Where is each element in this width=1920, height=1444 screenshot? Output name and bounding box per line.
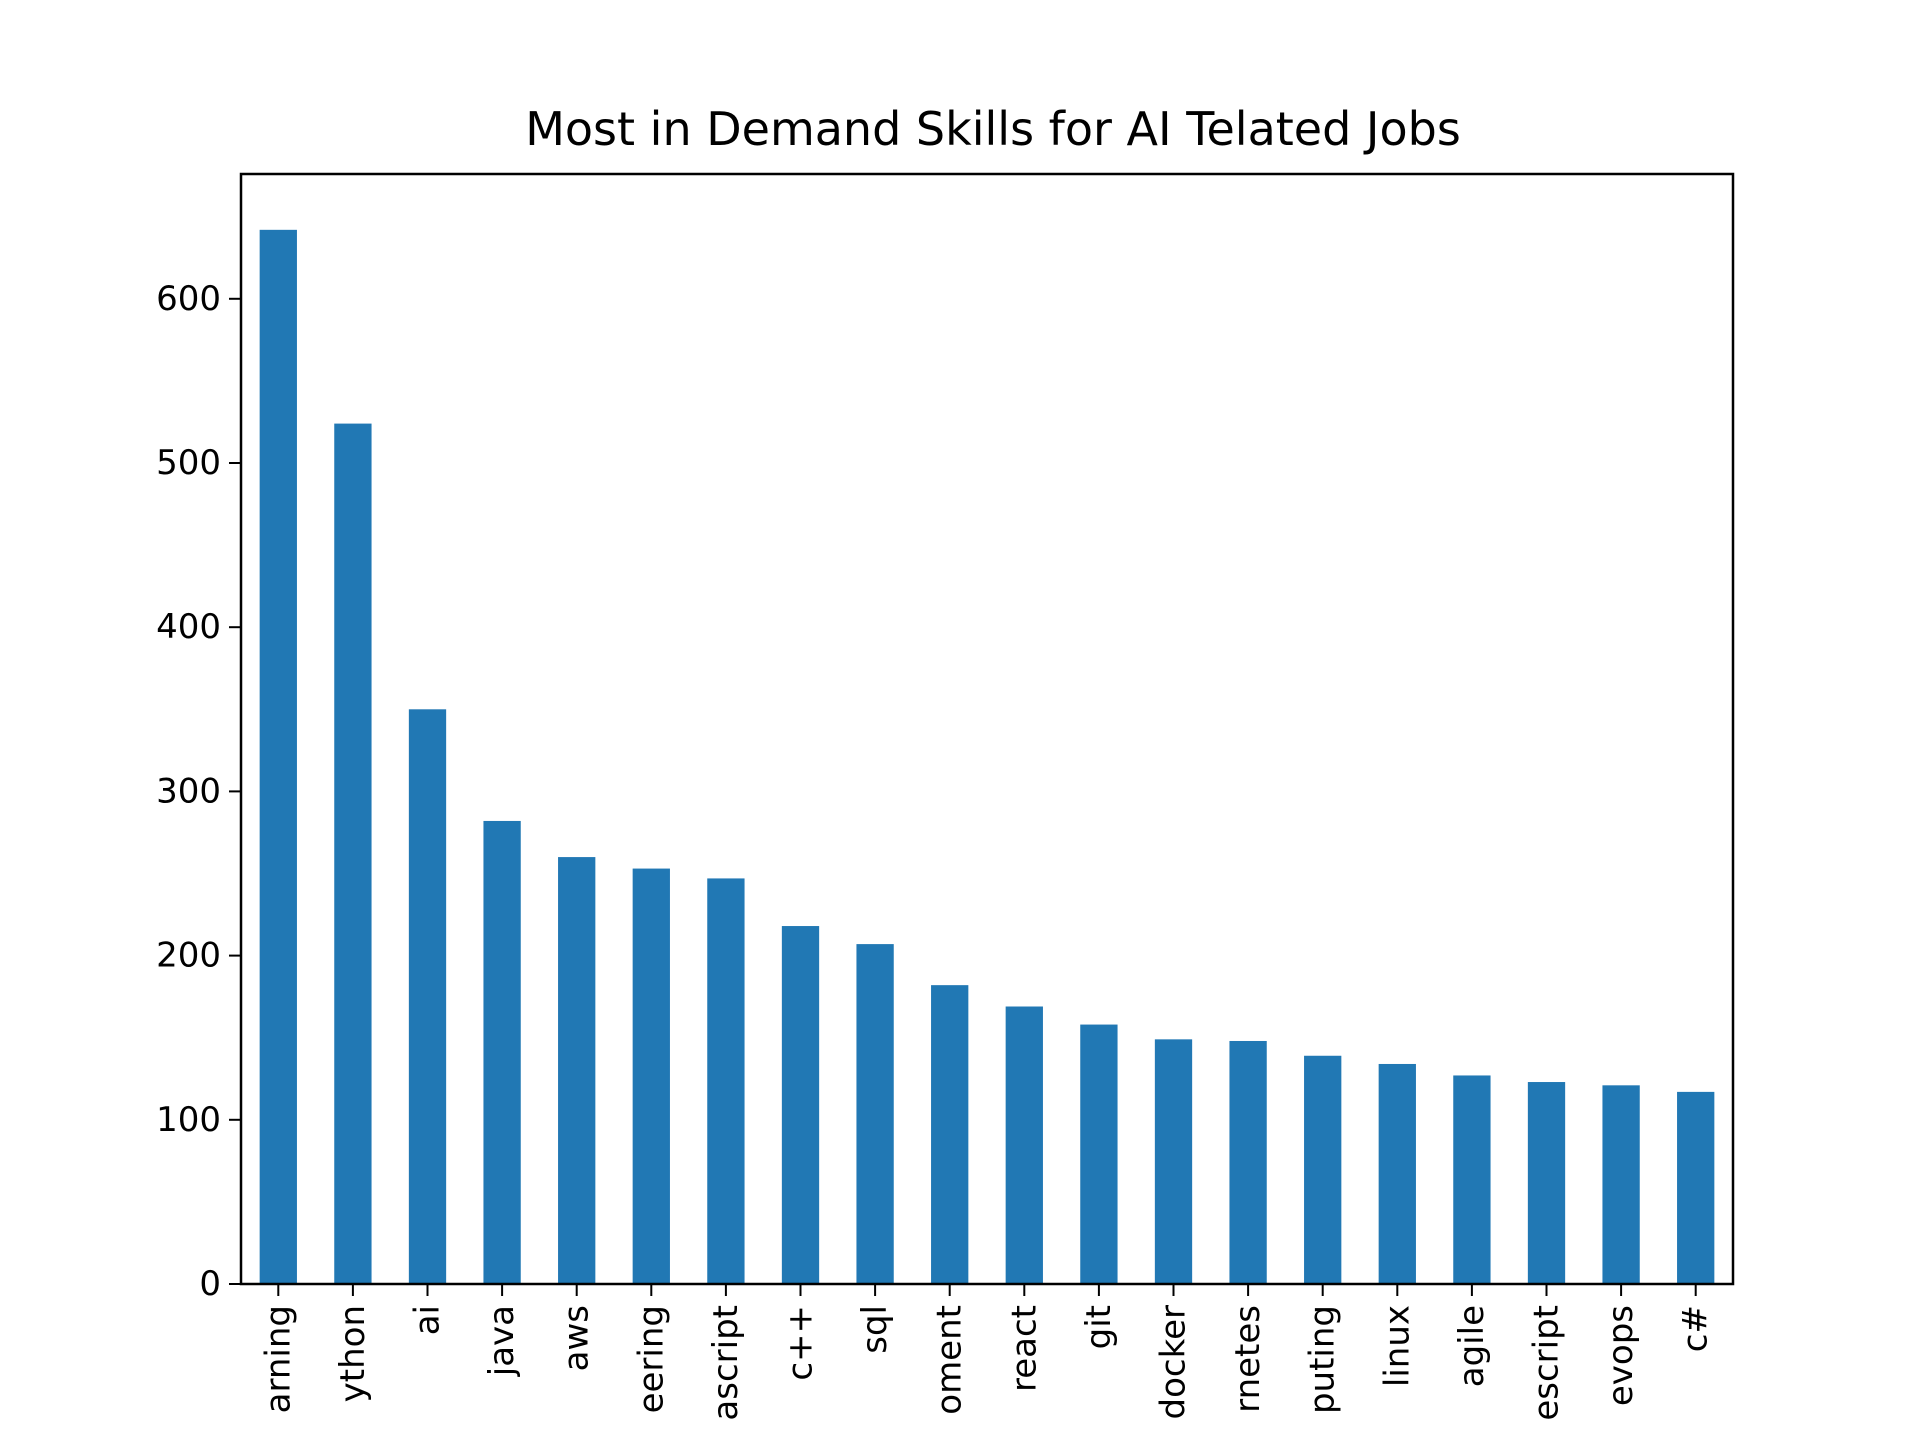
- bar-4: [558, 857, 596, 1284]
- bar-3: [483, 820, 521, 1284]
- bar-6: [707, 878, 745, 1284]
- x-tick-label: eering: [631, 1305, 671, 1413]
- bar-11: [1080, 1024, 1118, 1284]
- bar-12: [1154, 1039, 1193, 1284]
- bar-5: [632, 868, 670, 1284]
- x-tick-label: rnetes: [1228, 1305, 1268, 1413]
- bar-1: [334, 423, 372, 1285]
- x-tick-label: java: [482, 1305, 522, 1377]
- x-tick-label: sql: [855, 1305, 895, 1354]
- bars-layer: [259, 229, 1715, 1285]
- bar-9: [931, 985, 969, 1284]
- bar-14: [1304, 1055, 1342, 1284]
- x-tick-label: evops: [1601, 1305, 1641, 1406]
- x-tick-label: arning: [258, 1305, 298, 1413]
- x-tick-label: agile: [1452, 1305, 1492, 1387]
- bar-10: [1005, 1006, 1043, 1284]
- bar-7: [781, 926, 820, 1284]
- bar-13: [1229, 1040, 1267, 1284]
- x-tick-label: oment: [930, 1305, 970, 1415]
- y-tick-label: 0: [199, 1264, 221, 1304]
- x-axis: arning ython ai java aws eering ascript c++ sql o…: [258, 1284, 1716, 1421]
- x-tick-label: puting: [1303, 1305, 1343, 1414]
- x-tick-label: ascript: [706, 1305, 746, 1421]
- bar-8: [856, 944, 894, 1284]
- y-tick-label: 600: [156, 279, 221, 319]
- x-tick-label: ython: [333, 1305, 373, 1402]
- x-tick-label: docker: [1154, 1305, 1194, 1419]
- plot-frame: [239, 172, 1735, 1286]
- bar-0: [259, 229, 297, 1285]
- y-tick-label: 500: [156, 443, 221, 483]
- x-tick-label: linux: [1377, 1305, 1417, 1387]
- chart-title: Most in Demand Skills for AI Telated Job…: [525, 102, 1461, 156]
- y-tick-label: 400: [156, 607, 221, 647]
- bar-2: [408, 709, 447, 1284]
- x-tick-label: c#: [1676, 1305, 1716, 1352]
- x-tick-label: aws: [557, 1305, 597, 1371]
- y-tick-label: 200: [156, 936, 221, 976]
- x-tick-label: react: [1004, 1305, 1044, 1392]
- x-tick-label: escript: [1527, 1305, 1567, 1421]
- y-tick-label: 300: [156, 771, 221, 811]
- bar-15: [1378, 1063, 1416, 1284]
- bar-19: [1677, 1091, 1715, 1284]
- x-tick-label: git: [1079, 1305, 1119, 1349]
- y-tick-label: 100: [156, 1100, 221, 1140]
- y-axis: 0 100 200 300 400 500 600: [156, 279, 241, 1304]
- x-tick-label: ai: [408, 1305, 448, 1335]
- bar-17: [1527, 1082, 1566, 1284]
- bar-18: [1602, 1085, 1640, 1284]
- bar-16: [1453, 1075, 1491, 1284]
- x-tick-label: c++: [781, 1305, 821, 1381]
